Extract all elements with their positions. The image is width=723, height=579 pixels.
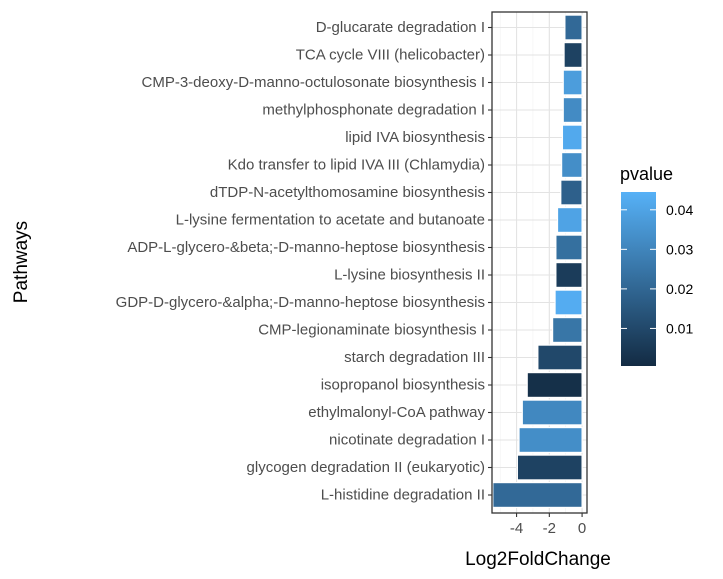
x-tick-label: -4 [510,520,523,537]
category-label: CMP-3-deoxy-D-manno-octulosonate biosynt… [142,74,485,91]
category-label: dTDP-N-acetylthomosamine biosynthesis [210,184,485,201]
x-tick-label: -2 [543,520,556,537]
category-label: ethylmalonyl-CoA pathway [308,404,485,421]
category-label: TCA cycle VIII (helicobacter) [296,47,485,64]
bar [561,152,583,179]
panel-border [491,11,588,514]
bar [516,454,583,481]
legend-colorbar [621,192,656,366]
bar [521,399,583,426]
category-label: GDP-D-glycero-&alpha;-D-manno-heptose bi… [116,294,485,311]
legend: pvalue 0.04 0.03 0.02 0.01 [620,164,693,366]
category-label: lipid IVA biosynthesis [345,129,485,146]
bar [564,14,583,41]
y-axis-title: Pathways [11,221,32,303]
legend-tick-label: 0.03 [666,241,693,257]
category-label: L-lysine biosynthesis II [334,267,485,284]
bars [492,14,583,509]
bar [537,344,583,371]
bar [562,69,583,96]
bar [492,482,583,509]
legend-ticks: 0.04 0.03 0.02 0.01 [621,202,693,336]
category-label: L-lysine fermentation to acetate and but… [176,212,485,229]
category-label: ADP-L-glycero-&beta;-D-manno-heptose bio… [127,239,485,256]
x-axis-ticks: -4 -2 0 [510,513,586,537]
bar [518,427,583,454]
category-label: D-glucarate degradation I [316,19,485,36]
bar [552,317,583,344]
category-label: methylphosphonate degradation I [262,102,485,119]
bar [561,124,583,151]
x-axis-title: Log2FoldChange [465,549,611,570]
legend-tick-label: 0.02 [666,281,693,297]
plot-panel [491,11,588,514]
category-label: Kdo transfer to lipid IVA III (Chlamydia… [228,157,485,174]
bar [560,179,583,206]
category-label: glycogen degradation II (eukaryotic) [247,459,485,476]
bar [563,41,583,68]
bar [555,262,583,289]
legend-title: pvalue [620,164,673,184]
category-label: starch degradation III [344,349,485,366]
category-labels: D-glucarate degradation I TCA cycle VIII … [116,19,492,504]
legend-tick-label: 0.01 [666,320,693,336]
x-tick-label: 0 [578,520,586,537]
bar [556,207,583,234]
bar [526,372,583,399]
legend-tick-label: 0.04 [666,202,693,218]
category-label: nicotinate degradation I [329,432,485,449]
bar [554,289,583,316]
category-label: L-histidine degradation II [321,487,485,504]
bar [562,96,583,123]
category-label: isopropanol biosynthesis [321,377,485,394]
bar [555,234,583,261]
category-label: CMP-legionaminate biosynthesis I [258,322,485,339]
